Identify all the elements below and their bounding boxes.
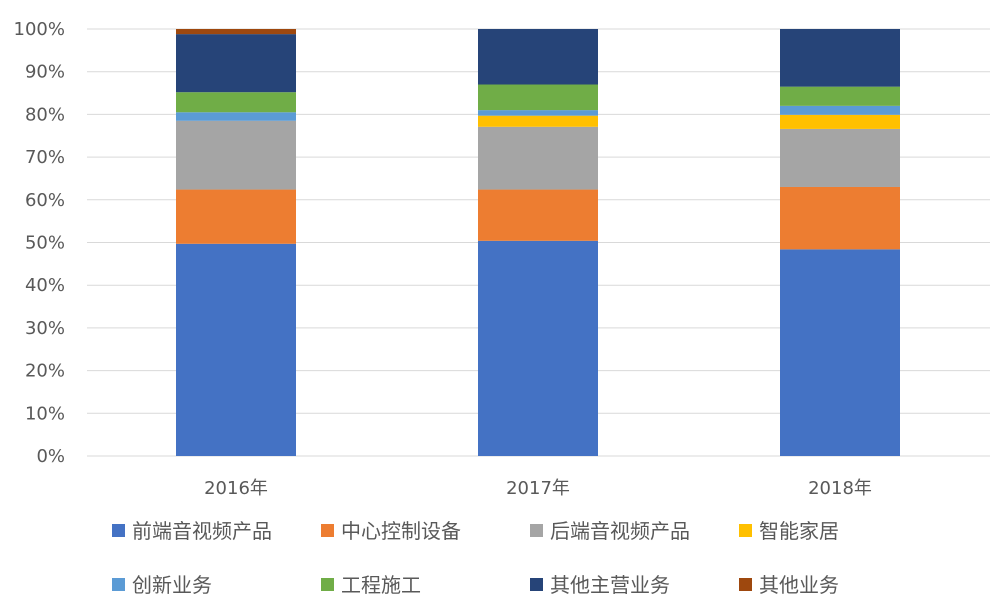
legend-item: 中心控制设备 [321,519,461,543]
legend-swatch [739,524,752,537]
legend-item: 智能家居 [739,519,839,543]
y-tick-label: 50% [25,233,65,254]
bar-segment-6-category-2 [478,84,598,111]
bar-segment-8-category-1 [176,29,296,35]
y-tick-label: 10% [25,403,65,424]
x-tick-label: 2016年 [204,478,268,499]
legend-swatch [112,578,125,591]
legend-label: 其他业务 [759,573,839,597]
bar-segment-7-category-1 [176,34,296,93]
legend-item: 后端音视频产品 [530,519,690,543]
bar-segment-5-category-1 [176,112,296,121]
bar-segment-5-category-3 [780,105,900,115]
x-tick-label: 2018年 [808,478,872,499]
bar-segment-4-category-2 [478,115,598,127]
y-axis-tick-labels: 0% 10% 20% 30% 40% 50% 60% 70% 80% 90% 100% [14,19,65,467]
bar-segment-1-category-3 [780,249,900,456]
bar-segment-7-category-2 [478,29,598,85]
y-tick-label: 90% [25,62,65,83]
bars [176,29,900,456]
y-tick-label: 60% [25,190,65,211]
y-tick-label: 20% [25,361,65,382]
legend-item: 前端音视频产品 [112,519,272,543]
bar-segment-1-category-1 [176,243,296,456]
legend-swatch [530,578,543,591]
legend-swatch [530,524,543,537]
bar-segment-3-category-1 [176,120,296,190]
bar-segment-3-category-3 [780,128,900,187]
y-tick-label: 0% [36,446,65,467]
legend-item: 其他业务 [739,573,839,597]
legend-swatch [321,578,334,591]
bar-segment-5-category-2 [478,110,598,116]
bar-segment-2-category-1 [176,189,296,244]
y-tick-label: 30% [25,318,65,339]
legend-swatch [112,524,125,537]
x-tick-label: 2017年 [506,478,570,499]
x-axis-tick-labels: 2016年 2017年 2018年 [204,478,872,499]
bar-segment-1-category-2 [478,240,598,456]
y-tick-label: 80% [25,104,65,125]
legend-label: 智能家居 [759,519,839,543]
y-tick-label: 100% [14,19,65,40]
legend-item: 创新业务 [112,573,212,597]
legend-label: 前端音视频产品 [132,519,272,543]
bar-segment-3-category-2 [478,126,598,190]
bar-segment-2-category-3 [780,186,900,250]
y-tick-label: 70% [25,147,65,168]
legend-swatch [321,524,334,537]
legend-item: 工程施工 [321,573,421,597]
legend-label: 创新业务 [132,573,212,597]
y-tick-label: 40% [25,275,65,296]
bar-segment-6-category-1 [176,92,296,113]
bar-segment-4-category-3 [780,114,900,129]
legend-label: 中心控制设备 [341,519,461,543]
legend-item: 其他主营业务 [530,573,670,597]
legend-label: 工程施工 [341,573,421,597]
bar-segment-6-category-3 [780,86,900,106]
bar-segment-2-category-2 [478,189,598,241]
legend-label: 其他主营业务 [550,573,670,597]
bar-segment-7-category-3 [780,29,900,87]
legend-label: 后端音视频产品 [550,519,690,543]
legend-swatch [739,578,752,591]
